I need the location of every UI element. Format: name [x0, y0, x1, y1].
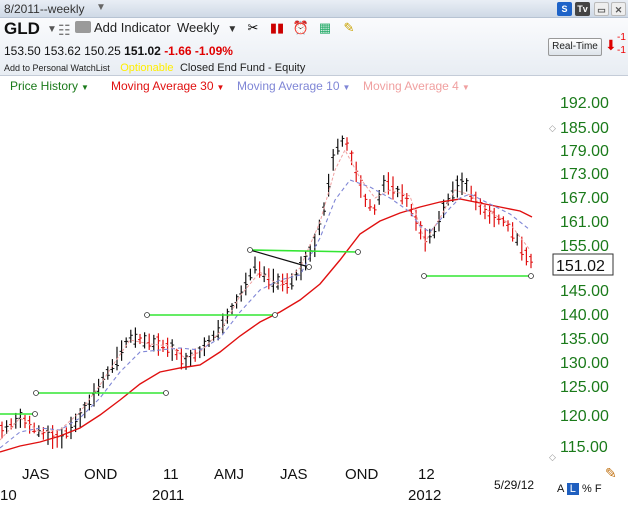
quote-change: -1.66 [164, 44, 192, 58]
chevron-down-icon: ▼ [81, 83, 89, 92]
title-bar: 8/2011--weekly ▼ S Tv ▭ ✕ [0, 0, 628, 18]
y-tick: 140.00 [560, 307, 609, 324]
quote-line: 153.50 153.62 150.25 151.02 -1.66 -1.09% [4, 44, 233, 58]
tools-icon[interactable]: ✂ [247, 20, 259, 35]
current-price-box [552, 253, 614, 276]
x-year-label: 10 [0, 487, 17, 504]
chevron-down-icon: ▼ [342, 83, 351, 92]
watchlist-line: Add to Personal WatchList Optionable Clo… [4, 62, 305, 74]
y-tick: 145.00 [560, 283, 609, 300]
title-dropdown-icon[interactable]: ▼ [96, 2, 106, 13]
y-tick: 130.00 [560, 355, 609, 372]
x-month-label: OND [345, 466, 379, 483]
period-label: Weekly [177, 20, 220, 35]
fund-type-label: Closed End Fund - Equity [179, 62, 306, 74]
y-tick: 179.00 [560, 143, 609, 160]
axis-marker: ◇ [549, 452, 556, 462]
y-tick: 135.00 [560, 331, 609, 348]
pencil-icon[interactable]: ✎ [605, 465, 617, 481]
chart-svg: 192.00 185.00 179.00 173.00 167.00 161.0… [0, 95, 617, 504]
legend-price-history-label: Price History [10, 79, 79, 93]
chevron-down-icon: ▼ [461, 83, 470, 92]
legend-ma4-label: Moving Average 4 [363, 79, 459, 93]
black-trend-line [249, 249, 310, 268]
y-tick: 155.00 [560, 238, 609, 255]
chevron-down-icon: ▼ [216, 83, 225, 92]
current-price: 151.02 [556, 258, 605, 275]
x-year-label: 2011 [152, 487, 184, 504]
add-indicator-label: Add Indicator [94, 20, 171, 35]
share-icon[interactable]: S [557, 2, 572, 16]
indicator-icon [75, 21, 91, 33]
y-tick: 185.00 [560, 120, 609, 137]
y-tick: 173.00 [560, 166, 609, 183]
ma30-line [0, 198, 533, 453]
legend-ma30[interactable]: Moving Average 30 ▼ [111, 79, 224, 93]
x-month-label: AMJ [214, 466, 244, 483]
x-month-label: 11 [163, 466, 179, 483]
symbol-dropdown-icon[interactable]: ▼ [47, 24, 57, 35]
y-tick: 167.00 [560, 190, 609, 207]
y-axis: 192.00 185.00 179.00 173.00 167.00 161.0… [560, 95, 609, 456]
quote-open: 153.50 [4, 44, 41, 58]
chevron-down-icon: ▼ [227, 24, 238, 35]
down-arrow-icon: ⬇ [605, 37, 617, 53]
quote-change-pct: -1.09% [194, 44, 233, 58]
quote-high: 153.62 [44, 44, 81, 58]
x-month-label: OND [84, 466, 118, 483]
legend-price-history[interactable]: Price History ▼ [10, 79, 89, 93]
tv-icon[interactable]: Tv [575, 2, 590, 16]
window-title: 8/2011--weekly [4, 2, 85, 16]
y-tick: 115.00 [560, 439, 608, 456]
bar-chart-icon[interactable]: ▮▮ [269, 20, 285, 35]
ohlc-bars [0, 135, 533, 449]
date-stamp: 5/29/12 [494, 478, 534, 492]
add-indicator-button[interactable]: Add Indicator [75, 20, 171, 35]
legend: Price History ▼ Moving Average 30 ▼ Moving… [0, 76, 628, 94]
realtime-button[interactable]: Real-Time [548, 38, 602, 56]
scale-percent[interactable]: % [581, 483, 592, 495]
legend-ma30-label: Moving Average 30 [111, 79, 214, 93]
x-year-label: 2012 [408, 487, 441, 504]
legend-ma4[interactable]: Moving Average 4 ▼ [363, 79, 470, 93]
ma4-line [0, 148, 531, 441]
price-chart[interactable]: 192.00 185.00 179.00 173.00 167.00 161.0… [0, 94, 628, 506]
y-tick: 125.00 [560, 379, 609, 396]
x-month-label: JAS [280, 466, 308, 483]
minimize-icon[interactable]: ▭ [594, 2, 609, 16]
y-tick: 192.00 [560, 95, 609, 112]
x-axis: JAS OND 11 AMJ JAS OND 12 10 2011 2012 [0, 466, 441, 504]
period-select[interactable]: Weekly ▼ [177, 20, 237, 35]
close-icon[interactable]: ✕ [611, 2, 626, 16]
clock-icon[interactable]: ⏰ [292, 20, 310, 35]
table-icon[interactable]: ▦ [318, 20, 332, 35]
watchlist-link[interactable]: Add to Personal WatchList [4, 63, 110, 73]
side-change-2: -1 [617, 45, 626, 56]
axis-marker: ◇ [549, 123, 556, 133]
quote-low: 150.25 [84, 44, 121, 58]
toolbar: GLD ▼ ☷ Add Indicator Weekly ▼ ✂ ▮▮ ⏰ ▦ ✎… [0, 18, 628, 76]
y-tick: 161.00 [560, 214, 609, 231]
y-tick: 120.00 [560, 408, 609, 425]
x-month-label: JAS [22, 466, 50, 483]
legend-ma10-label: Moving Average 10 [237, 79, 340, 93]
scale-toggles: A L % F [557, 483, 602, 495]
trend-lines [0, 249, 531, 415]
legend-ma10[interactable]: Moving Average 10 ▼ [237, 79, 350, 93]
quote-last: 151.02 [124, 44, 161, 58]
ma10-line [0, 179, 531, 449]
optionable-label: Optionable [120, 62, 174, 74]
x-month-label: 12 [418, 466, 435, 483]
side-change-1: -1 [617, 32, 626, 43]
scale-log[interactable]: L [566, 483, 579, 495]
symbol-label[interactable]: GLD [4, 19, 40, 38]
scale-arithmetic[interactable]: A [557, 483, 564, 495]
trend-markers [32, 247, 534, 417]
grid-icon[interactable]: ☷ [58, 22, 71, 38]
scale-fixed[interactable]: F [594, 483, 602, 495]
note-icon[interactable]: ✎ [343, 20, 355, 35]
